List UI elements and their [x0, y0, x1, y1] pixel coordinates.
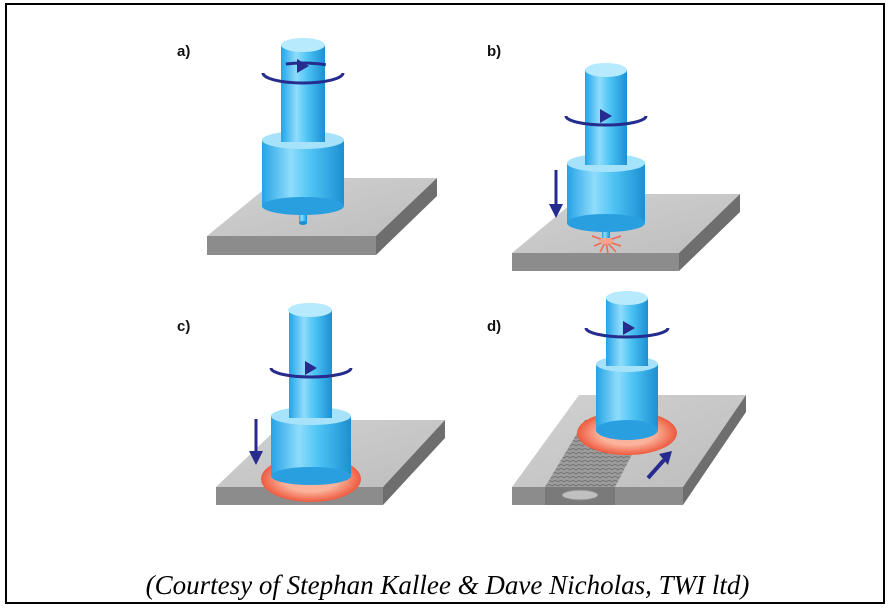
down-arrow-c	[249, 419, 263, 465]
traverse-arrow-d	[646, 451, 672, 480]
rotation-arrow-a	[261, 59, 345, 85]
panel-label-d: d)	[487, 318, 502, 335]
caption: (Courtesy of Stephan Kallee & Dave Nicho…	[145, 570, 750, 600]
rotation-arrow-d	[584, 321, 670, 339]
panel-b	[512, 63, 740, 271]
heat-spark-b	[591, 235, 622, 255]
panel-label-c: c)	[177, 318, 191, 335]
panel-label-a: a)	[177, 43, 191, 60]
panel-a	[207, 38, 437, 255]
exit-hole	[561, 489, 599, 501]
panel-d	[512, 291, 746, 505]
tool-d	[596, 291, 658, 440]
rotation-arrow-c	[269, 361, 353, 379]
tool-a	[262, 38, 344, 225]
panel-label-b: b)	[487, 43, 502, 60]
panel-c	[216, 303, 445, 505]
rotation-arrow-b	[564, 109, 648, 127]
down-arrow-b	[549, 170, 563, 218]
tool-b	[567, 63, 645, 238]
tool-c	[271, 303, 351, 485]
figure-frame	[5, 3, 885, 604]
